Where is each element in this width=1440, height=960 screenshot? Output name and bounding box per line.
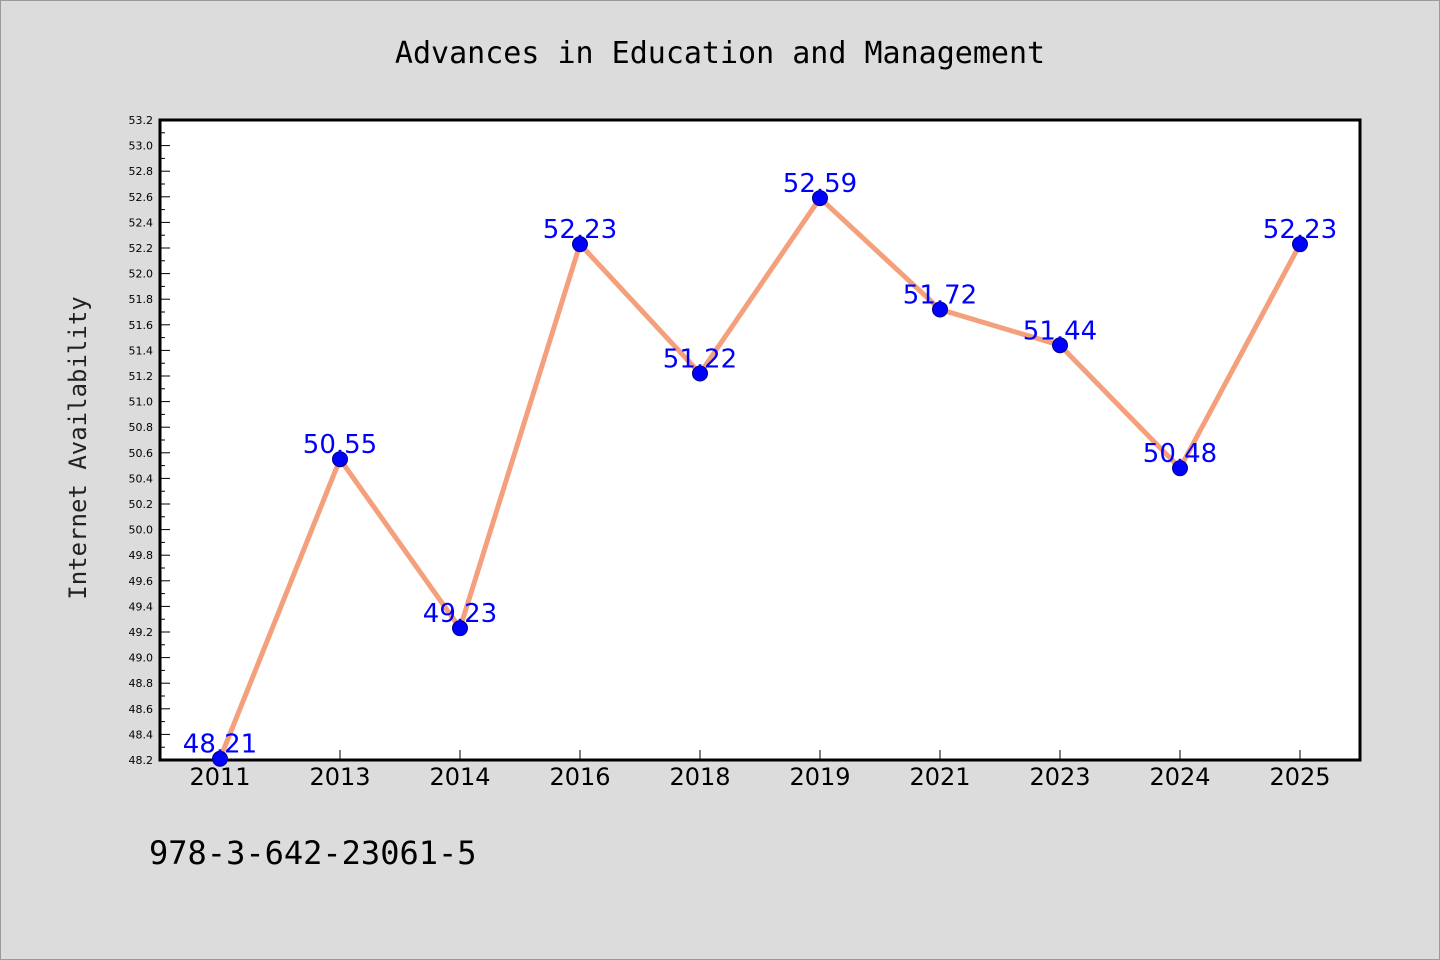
data-point xyxy=(932,301,948,318)
y-tick-label: 52.4 xyxy=(129,216,154,229)
data-point xyxy=(452,620,468,637)
y-tick-label: 52.2 xyxy=(129,242,154,255)
data-label: 51.44 xyxy=(1023,316,1097,346)
data-point xyxy=(332,451,348,468)
x-tick-label: 2024 xyxy=(1149,763,1210,791)
y-tick-label: 49.6 xyxy=(129,575,154,588)
isbn-footer: 978-3-642-23061-5 xyxy=(149,834,477,872)
data-point xyxy=(212,750,228,767)
y-tick-label: 49.0 xyxy=(129,652,154,665)
data-label: 51.22 xyxy=(663,344,737,374)
y-tick-label: 52.8 xyxy=(129,165,154,178)
y-tick-label: 50.6 xyxy=(129,447,154,460)
data-label: 52.23 xyxy=(543,215,617,245)
y-tick-label: 50.8 xyxy=(129,421,154,434)
data-point xyxy=(812,190,828,207)
y-tick-label: 50.2 xyxy=(129,498,154,511)
x-tick-label: 2016 xyxy=(549,763,610,791)
data-label: 52.59 xyxy=(783,169,857,199)
plot-area xyxy=(158,118,1362,762)
y-tick-label: 52.0 xyxy=(129,268,154,281)
y-tick-label: 50.0 xyxy=(129,524,154,537)
y-tick-label: 49.8 xyxy=(129,549,154,562)
y-axis: 48.2 48.4 48.6 48.8 49.0 49.2 49.4 49.6 49.8 50.0… xyxy=(129,114,170,767)
x-tick-label: 2011 xyxy=(189,763,250,791)
y-tick-label: 48.8 xyxy=(129,677,154,690)
y-axis-label: Internet Availability xyxy=(64,296,92,599)
y-tick-label: 51.2 xyxy=(129,370,154,383)
data-labels: 48.21 50.55 49.23 52.23 51.22 52.59 51.72 51.44… xyxy=(183,169,1337,760)
x-tick-label: 2023 xyxy=(1029,763,1090,791)
data-label: 50.55 xyxy=(303,430,377,460)
x-tick-label: 2025 xyxy=(1269,763,1330,791)
y-tick-label: 52.6 xyxy=(129,191,154,204)
y-tick-label: 51.6 xyxy=(129,319,154,332)
data-point xyxy=(1292,236,1308,253)
x-tick-label: 2018 xyxy=(669,763,730,791)
y-tick-label: 49.2 xyxy=(129,626,154,639)
y-tick-label: 48.6 xyxy=(129,703,154,716)
y-tick-label: 48.4 xyxy=(129,728,154,741)
data-label: 51.72 xyxy=(903,280,977,310)
data-label: 48.21 xyxy=(183,730,257,760)
series-layer xyxy=(212,190,1308,767)
x-axis: 2011 2013 2014 2016 2018 2019 2021 2023 2024 2025 xyxy=(189,750,1331,791)
y-tick-label: 51.8 xyxy=(129,293,154,306)
data-point xyxy=(1052,337,1068,354)
data-point xyxy=(692,365,708,382)
x-tick-label: 2021 xyxy=(909,763,970,791)
x-tick-label: 2014 xyxy=(429,763,490,791)
y-tick-label: 53.2 xyxy=(129,114,154,127)
x-tick-label: 2013 xyxy=(309,763,370,791)
y-tick-label: 51.4 xyxy=(129,344,154,357)
y-tick-label: 49.4 xyxy=(129,600,154,613)
data-point xyxy=(1172,460,1188,477)
data-label: 52.23 xyxy=(1263,215,1337,245)
y-tick-label: 48.2 xyxy=(129,754,154,767)
y-tick-label: 51.0 xyxy=(129,396,154,409)
x-tick-label: 2019 xyxy=(789,763,850,791)
y-tick-label: 50.4 xyxy=(129,472,154,485)
chart-title: Advances in Education and Management xyxy=(395,36,1045,71)
data-label: 49.23 xyxy=(423,599,497,629)
data-point xyxy=(572,236,588,253)
series-line xyxy=(217,195,1303,760)
data-label: 50.48 xyxy=(1143,439,1217,469)
y-tick-label: 53.0 xyxy=(129,140,154,153)
